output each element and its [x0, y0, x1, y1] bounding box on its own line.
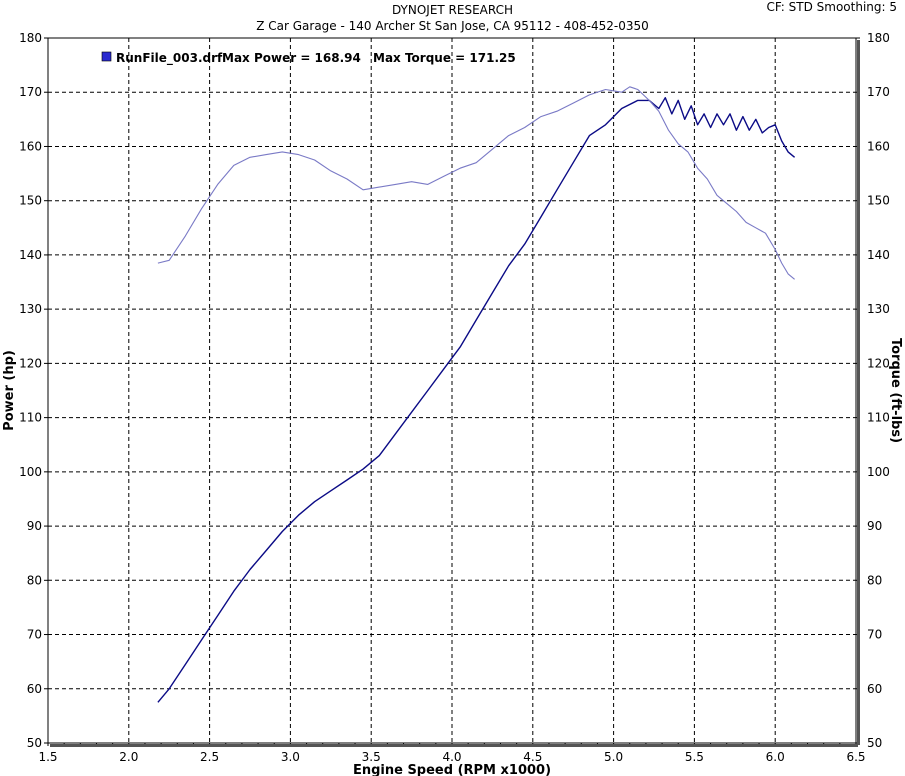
y2-tick-label: 130	[867, 302, 890, 316]
y-tick-label: 170	[19, 85, 42, 99]
y-tick-label: 130	[19, 302, 42, 316]
y-tick-label: 140	[19, 248, 42, 262]
y2-tick-label: 60	[867, 682, 882, 696]
y2-tick-label: 140	[867, 248, 890, 262]
y2-tick-label: 160	[867, 139, 890, 153]
y2-tick-labels: 50 60 70 80 90 100 110 120 130 140 150 160 170 180	[867, 31, 890, 750]
y-tick-label: 110	[19, 411, 42, 425]
frame-shadow-bottom	[50, 744, 858, 747]
y-tick-label: 50	[27, 736, 42, 750]
y-tick-label: 150	[19, 194, 42, 208]
torque-line	[157, 86, 795, 280]
x-tick-label: 6.5	[846, 750, 865, 764]
power-line	[157, 96, 796, 703]
frame-shadow-right	[857, 40, 860, 745]
data-lines	[157, 86, 796, 703]
y-tick-label: 70	[27, 628, 42, 642]
x-tick-label: 4.0	[442, 750, 461, 764]
legend-run-name: RunFile_003.drf	[116, 51, 223, 66]
x-tick-label: 2.5	[200, 750, 219, 764]
y2-tick-label: 120	[867, 356, 890, 370]
plot-border	[47, 37, 857, 744]
chart-subtitle: Z Car Garage - 140 Archer St San Jose, C…	[256, 19, 649, 33]
y2-tick-label: 180	[867, 31, 890, 45]
grid-lines	[48, 38, 856, 743]
x-tick-label: 3.0	[281, 750, 300, 764]
y-axis-label: Power (hp)	[2, 350, 17, 431]
x-tick-label: 3.5	[362, 750, 381, 764]
plot-frame	[44, 37, 860, 747]
legend-swatch	[101, 51, 112, 62]
y2-tick-label: 150	[867, 194, 890, 208]
x-tick-label: 5.0	[604, 750, 623, 764]
y2-tick-label: 70	[867, 628, 882, 642]
settings-readout: CF: STD Smoothing: 5	[766, 0, 897, 14]
y2-tick-label: 110	[867, 411, 890, 425]
y2-tick-label: 170	[867, 85, 890, 99]
y-tick-label: 80	[27, 573, 42, 587]
legend: RunFile_003.drf Max Power = 168.94 Max T…	[101, 51, 516, 66]
y-tick-label: 60	[27, 682, 42, 696]
y-tick-label: 90	[27, 519, 42, 533]
x-tick-label: 1.5	[38, 750, 57, 764]
x-axis-label: Engine Speed (RPM x1000)	[353, 763, 551, 776]
y2-tick-label: 80	[867, 573, 882, 587]
y2-tick-label: 90	[867, 519, 882, 533]
y-tick-labels: 50 60 70 80 90 100 110 120 130 140 150 160 170 180	[19, 31, 42, 750]
y-tick-label: 160	[19, 139, 42, 153]
y2-tick-label: 100	[867, 465, 890, 479]
y2-axis-label: Torque (ft-lbs)	[888, 338, 903, 443]
x-tick-label: 4.5	[523, 750, 542, 764]
x-tick-label: 6.0	[766, 750, 785, 764]
chart-title: DYNOJET RESEARCH	[391, 3, 514, 17]
legend-max-power: Max Power = 168.94	[222, 51, 361, 65]
y-tick-label: 120	[19, 356, 42, 370]
x-tick-labels: 1.5 2.0 2.5 3.0 3.5 4.0 4.5 5.0 5.5 6.0 6.5	[38, 750, 865, 764]
x-tick-label: 2.0	[119, 750, 138, 764]
y-tick-label: 180	[19, 31, 42, 45]
y2-tick-label: 50	[867, 736, 882, 750]
legend-max-torque: Max Torque = 171.25	[373, 51, 516, 65]
x-tick-label: 5.5	[685, 750, 704, 764]
y-tick-label: 100	[19, 465, 42, 479]
